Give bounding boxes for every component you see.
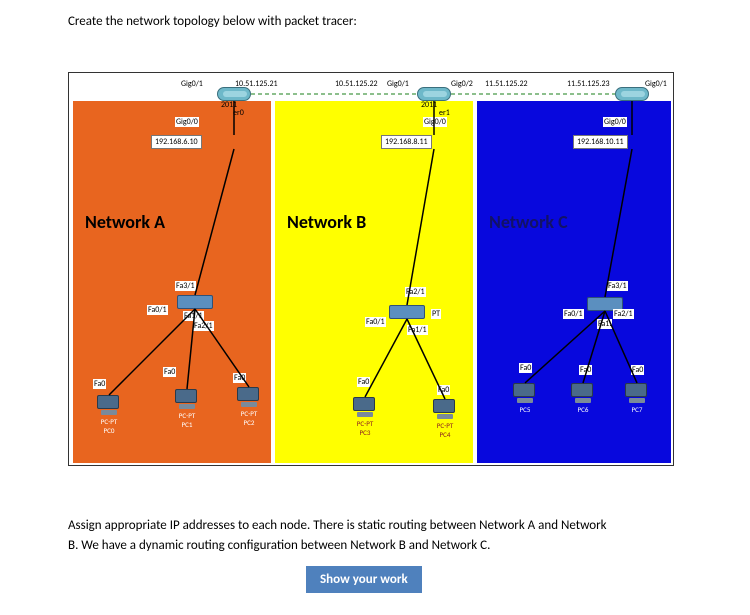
port-label: Fa2/1 — [405, 287, 426, 297]
port-label: Fa0 — [163, 367, 176, 377]
pc-icon — [625, 383, 649, 403]
router-label: Gig0/0 — [423, 117, 447, 127]
port-label: Fa1/1 — [407, 325, 428, 335]
router-icon — [217, 87, 251, 101]
pc-icon — [97, 395, 121, 415]
port-label: Fa0 — [631, 365, 644, 375]
switch-ip-label: 192.168.8.11 — [381, 135, 432, 149]
router-label: 2011 — [421, 100, 437, 110]
port-label: Fa1. — [597, 319, 612, 329]
port-label: PT — [431, 309, 441, 319]
port-label: Fa0 — [233, 373, 246, 383]
pc-label: PC-PTPC1 — [172, 411, 202, 429]
pc-label: PC-PTPC2 — [234, 409, 264, 427]
instruction-text: Assign appropriate IP addresses to each … — [68, 516, 674, 555]
router-label: Gig0/2 — [451, 79, 473, 89]
show-your-work-button[interactable]: Show your work — [306, 566, 422, 593]
port-label: Fa0 — [519, 363, 532, 373]
pc-label: PC-PTPC4 — [430, 421, 460, 439]
pc-icon — [353, 397, 377, 417]
pc-icon — [237, 387, 261, 407]
port-label: Fa0 — [93, 379, 106, 389]
page-title: Create the network topology below with p… — [68, 14, 357, 29]
router-icon — [417, 87, 451, 101]
pc-icon — [513, 383, 537, 403]
router-label: Gig0/0 — [175, 117, 199, 127]
switch-icon — [177, 295, 213, 309]
router-icon — [615, 87, 649, 101]
pc-label: PC5 — [510, 405, 540, 414]
port-label: Fa0 — [579, 365, 592, 375]
router-label: 11.51.125.23 — [567, 79, 610, 89]
router-label: Gig0/1 — [181, 79, 203, 89]
pc-icon — [433, 399, 457, 419]
network-label: Network C — [489, 211, 568, 233]
router-label: er0 — [233, 108, 244, 118]
port-label: Fa3/1 — [607, 281, 628, 291]
switch-icon — [389, 305, 425, 319]
pc-label: PC7 — [622, 405, 652, 414]
router-label: Gig0/0 — [603, 117, 627, 127]
switch-ip-label: 192.168.6.10 — [151, 135, 202, 149]
router-label: Gig0/1 — [645, 79, 667, 89]
port-label: Fa3/1 — [175, 281, 196, 291]
network-label: Network B — [287, 211, 366, 233]
pc-label: PC-PTPC3 — [350, 419, 380, 437]
pc-label: PC6 — [568, 405, 598, 414]
port-label: Fa0 — [437, 385, 450, 395]
router-label: 10.51.125.22 — [335, 79, 378, 89]
topology-diagram: Network A192.168.6.10Fa3/1Fa0/1Fa1/1Fa2/… — [68, 72, 674, 466]
router-label: 11.51.125.22 — [485, 79, 528, 89]
network-label: Network A — [85, 211, 165, 233]
pc-icon — [175, 389, 199, 409]
port-label: Fa2/1 — [613, 309, 634, 319]
router-label: er1 — [439, 108, 450, 118]
port-label: Fa1/1 — [183, 311, 204, 321]
pc-icon — [571, 383, 595, 403]
port-label: Fa0/1 — [365, 317, 386, 327]
router-label: Gig0/1 — [387, 79, 409, 89]
pc-label: PC-PTPC0 — [94, 417, 124, 435]
switch-ip-label: 192.168.10.11 — [573, 135, 628, 149]
router-label: 10.51.125.21 — [235, 79, 278, 89]
port-label: Fa0/1 — [563, 309, 584, 319]
port-label: Fa2/1 — [193, 321, 214, 331]
port-label: Fa0/1 — [147, 305, 168, 315]
port-label: Fa0 — [357, 377, 370, 387]
